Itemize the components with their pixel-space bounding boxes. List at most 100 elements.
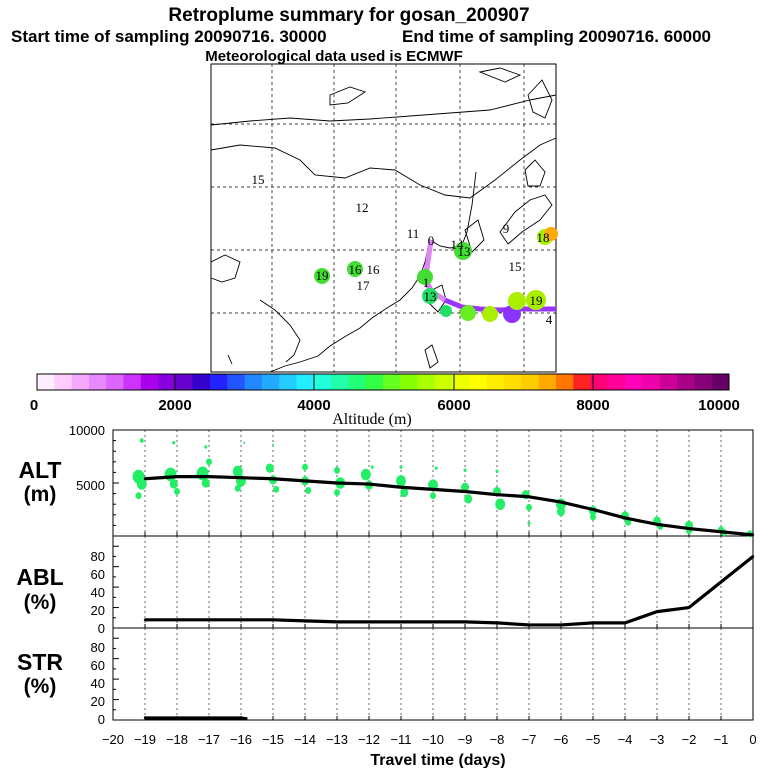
colorbar-tick: 10000 xyxy=(698,397,740,414)
alt-y-ticks: 5000 10000 xyxy=(69,423,105,493)
colorbar-tick: 8000 xyxy=(576,397,609,414)
map-frame xyxy=(210,63,557,373)
alt-data-point xyxy=(623,516,627,520)
colorbar-swatch xyxy=(313,374,332,390)
abl-data-point xyxy=(463,620,467,624)
map-label: 19 xyxy=(530,293,543,308)
colorbar-frame xyxy=(36,373,730,391)
colorbar-swatch xyxy=(417,374,436,390)
x-tick-label: −12 xyxy=(358,732,380,747)
plume-dot xyxy=(464,494,473,504)
colorbar-swatch xyxy=(400,374,418,390)
plume-dot xyxy=(135,492,142,500)
colorbar-swatch xyxy=(158,374,176,390)
map-label: 15 xyxy=(509,259,522,274)
plume-dot xyxy=(454,242,472,260)
colorbar-tick: 0 xyxy=(30,397,38,414)
plume-dot xyxy=(174,488,180,495)
plume-dot xyxy=(400,487,409,498)
alt-data-point xyxy=(367,482,371,486)
plume-dot xyxy=(273,485,280,493)
abl-data-point xyxy=(367,620,371,624)
colorbar-swatch xyxy=(88,374,107,390)
y-tick-label: 20 xyxy=(91,694,105,709)
plume-dot xyxy=(434,466,438,470)
colorbar-swatch xyxy=(504,374,522,390)
colorbar-swatch xyxy=(521,374,540,390)
plume-dot xyxy=(204,445,208,449)
y-tick-label: 5000 xyxy=(76,478,105,493)
plume-dot xyxy=(430,492,436,500)
x-tick-label: 0 xyxy=(749,732,756,747)
colorbar-swatch xyxy=(469,374,488,390)
plume-dot xyxy=(526,503,532,511)
plume-dot xyxy=(440,305,452,317)
plume-dot xyxy=(196,466,209,481)
colorbar-swatch xyxy=(296,374,315,390)
abl-data-point xyxy=(719,580,723,584)
colorbar-label: Altitude (m) xyxy=(332,411,412,428)
plume-dot xyxy=(243,441,246,444)
map-label: 4 xyxy=(546,312,553,327)
abl-y-ticks: 0 20 40 60 80 xyxy=(91,549,105,636)
x-tick-label: −7 xyxy=(522,732,537,747)
alt-data-point xyxy=(175,475,179,478)
plume-dot xyxy=(495,469,499,474)
plume-dot xyxy=(206,458,212,466)
map-day-labels: 15 12 11 0 14 13 9 18 19 16 16 17 15 1 1… xyxy=(252,172,553,327)
plume-dot xyxy=(172,440,176,445)
y-tick-label: 0 xyxy=(98,621,105,636)
chart-marks: −20 −19 −18 −17 −16 −15 −14 −13 −12 −11 −10 −9 −8 −7−… xyxy=(102,429,757,747)
plume-dot xyxy=(422,288,438,304)
abl-data-point xyxy=(271,618,275,622)
alt-data-point xyxy=(271,477,275,480)
alt-data-point xyxy=(463,490,467,493)
map-label: 19 xyxy=(316,268,329,283)
met-data-label: Meteorological data used is ECMWF xyxy=(205,48,463,65)
plume-path xyxy=(314,227,558,323)
colorbar-swatch xyxy=(348,374,367,390)
alt-data-point xyxy=(399,486,403,489)
abl-panel-title: ABL xyxy=(16,564,63,590)
abl-data-point xyxy=(527,623,531,627)
alt-data-point xyxy=(527,495,531,498)
colorbar-swatch xyxy=(434,374,453,390)
colorbar-swatch xyxy=(175,374,194,390)
x-tick-label: −9 xyxy=(458,732,473,747)
map-label: 0 xyxy=(428,233,435,248)
abl-data-point xyxy=(303,619,307,623)
plume-dot xyxy=(461,482,469,492)
colorbar-swatch xyxy=(210,374,228,390)
map-label: 13 xyxy=(458,244,471,259)
x-tick-label: −3 xyxy=(650,732,665,747)
alt-data-point xyxy=(751,533,755,537)
alt-data-point xyxy=(303,479,307,483)
plume-dot xyxy=(482,306,498,322)
colorbar-swatch xyxy=(607,374,626,390)
plume-dot xyxy=(334,466,340,474)
plume-dot xyxy=(527,521,531,526)
abl-data-point xyxy=(495,621,499,625)
colorbar-swatch xyxy=(452,374,470,390)
alt-data-point xyxy=(591,508,595,511)
x-tick-label: −2 xyxy=(682,732,697,747)
str-data-point xyxy=(175,716,179,720)
colorbar-swatch xyxy=(573,374,591,390)
plume-dot xyxy=(234,484,241,492)
abl-data-point xyxy=(399,620,403,624)
colorbar-swatch xyxy=(37,374,55,390)
abl-data-point xyxy=(335,620,339,624)
y-tick-label: 0 xyxy=(98,712,105,727)
x-tick-label: −10 xyxy=(422,732,444,747)
colorbar-swatch xyxy=(694,374,713,390)
colorbar-swatch xyxy=(261,374,280,390)
plume-dot xyxy=(495,498,506,510)
plume-dot xyxy=(557,507,565,517)
y-tick-label: 80 xyxy=(91,549,105,564)
colorbar-tick: 4000 xyxy=(297,397,330,414)
plume-dot xyxy=(544,227,558,241)
colorbar-swatch xyxy=(140,374,159,390)
alt-data-point xyxy=(559,500,563,504)
abl-data-point xyxy=(207,618,211,622)
